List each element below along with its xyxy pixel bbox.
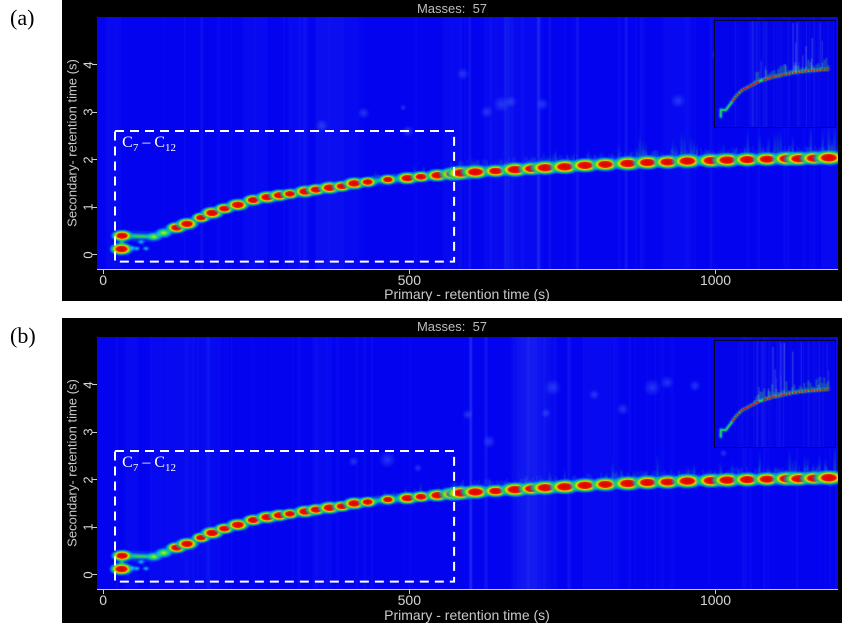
annotation-subscript: 12 xyxy=(164,462,176,475)
c7-c12-region-box xyxy=(114,450,456,583)
x-tick-mark xyxy=(102,270,104,274)
y-tick-mark xyxy=(92,574,97,576)
c7-c12-annotation: C7 – C12 xyxy=(122,454,176,474)
y-tick-mark xyxy=(92,64,97,66)
plot-area: C7 – C12 xyxy=(97,17,838,270)
y-axis-label: Secondary- retention time (s) xyxy=(64,59,80,227)
x-tick-mark xyxy=(715,590,717,594)
x-tick-label: 1000 xyxy=(699,592,732,608)
y-tick-mark xyxy=(92,159,97,161)
x-tick-label: 1000 xyxy=(699,272,732,288)
inset-overview xyxy=(714,20,836,128)
annotation-subscript: 7 xyxy=(132,142,139,155)
annotation-text-part: C xyxy=(122,134,133,152)
x-tick-label: 500 xyxy=(397,272,421,288)
y-tick-mark xyxy=(92,431,97,433)
x-tick-label: 0 xyxy=(99,592,108,608)
x-axis-label: Primary - retention time (s) xyxy=(384,607,550,623)
chromatogram-panel-a: Masses: 57 Secondary- retention time (s)… xyxy=(62,0,842,302)
plot-title: Masses: 57 xyxy=(416,319,488,334)
y-tick-mark xyxy=(92,111,97,113)
y-tick-mark xyxy=(92,384,97,386)
plot-title: Masses: 57 xyxy=(416,1,488,16)
inset-overview xyxy=(714,340,836,448)
c7-c12-region-box xyxy=(114,130,456,263)
x-tick-label: 0 xyxy=(99,272,108,288)
panel-b-label: (b) xyxy=(10,323,36,348)
annotation-text-part: – xyxy=(138,134,155,152)
annotation-text-part: C xyxy=(154,454,165,472)
y-tick-mark xyxy=(92,254,97,256)
c7-c12-annotation: C7 – C12 xyxy=(122,134,176,154)
annotation-subscript: 7 xyxy=(132,462,139,475)
y-tick-mark xyxy=(92,206,97,208)
annotation-text-part: C xyxy=(154,134,165,152)
x-tick-label: 500 xyxy=(397,592,421,608)
panel-a-label: (a) xyxy=(10,5,35,30)
chromatogram-panel-b: Masses: 57 Secondary- retention time (s)… xyxy=(62,318,842,623)
x-tick-mark xyxy=(408,270,410,274)
inset-heatmap-canvas xyxy=(715,341,835,447)
annotation-text-part: – xyxy=(138,454,155,472)
y-tick-mark xyxy=(92,526,97,528)
annotation-text-part: C xyxy=(122,454,133,472)
x-tick-mark xyxy=(715,270,717,274)
x-tick-mark xyxy=(102,590,104,594)
plot-area: C7 – C12 xyxy=(97,337,838,590)
annotation-subscript: 12 xyxy=(164,142,176,155)
y-tick-mark xyxy=(92,479,97,481)
x-axis-label: Primary - retention time (s) xyxy=(384,286,550,302)
x-tick-mark xyxy=(408,590,410,594)
inset-heatmap-canvas xyxy=(715,21,835,127)
y-axis-label: Secondary- retention time (s) xyxy=(64,379,80,547)
